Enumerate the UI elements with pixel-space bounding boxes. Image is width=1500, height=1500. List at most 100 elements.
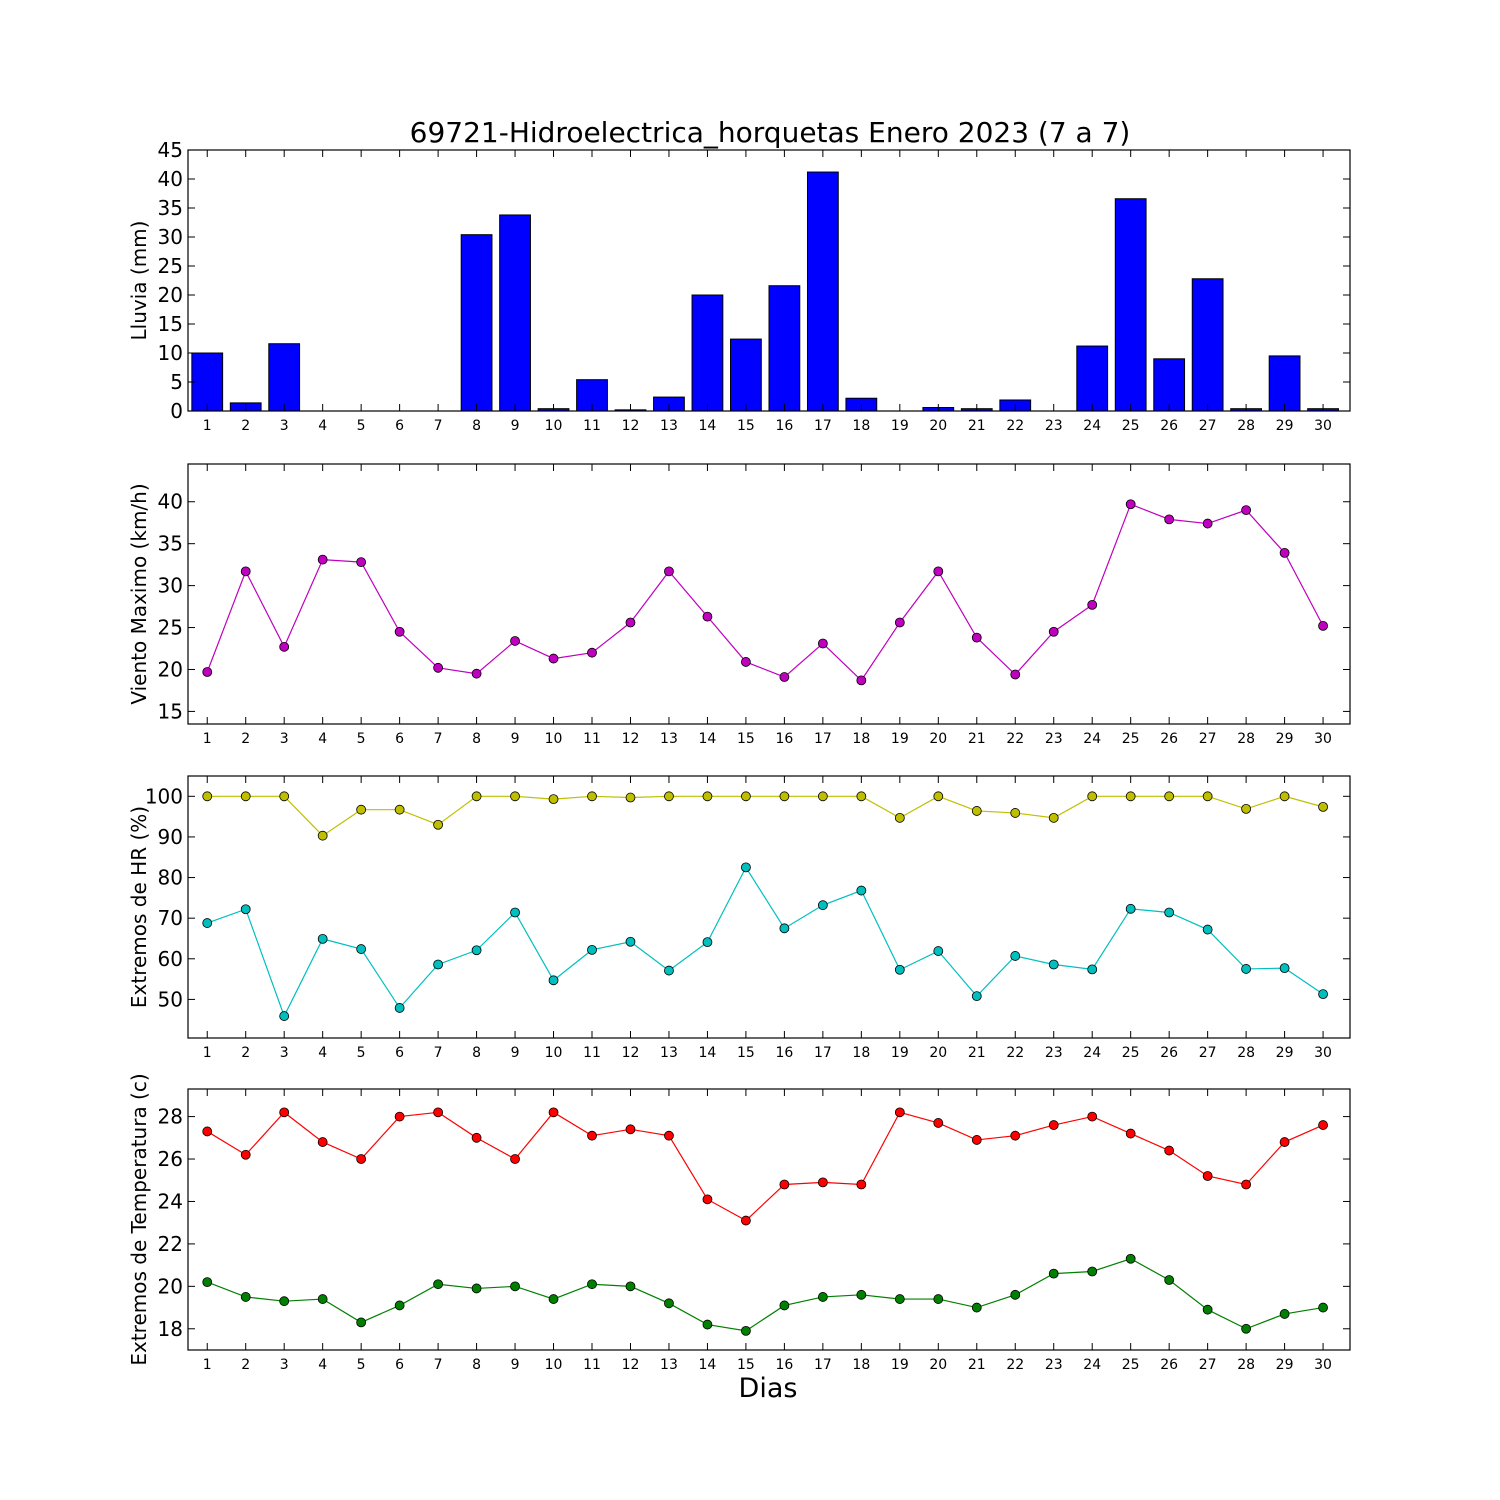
rain-xtick-label: 18 xyxy=(852,418,870,434)
rain-xtick-label: 3 xyxy=(280,418,289,434)
rain-xtick-label: 2 xyxy=(241,418,250,434)
humidity-xtick-label: 20 xyxy=(929,1045,947,1061)
temperature-series-2-point-day-23 xyxy=(1048,1268,1059,1279)
humidity-series-2-point-day-28 xyxy=(1241,964,1252,974)
temperature-series-1-point-day-26 xyxy=(1164,1145,1175,1156)
wind-series-1-point-day-18 xyxy=(856,675,867,686)
humidity-series-2-point-day-23 xyxy=(1048,959,1059,970)
rain-ytick-label: 0 xyxy=(170,399,183,423)
temperature-y-axis-label: Extremos de Temperatura (c) xyxy=(127,1073,151,1365)
humidity-xtick-label: 27 xyxy=(1199,1045,1217,1061)
wind-series-1-point-day-16 xyxy=(779,672,790,682)
rain-bar-day-8 xyxy=(460,234,493,412)
humidity-series-1-point-day-1 xyxy=(202,791,213,802)
humidity-series-1-point-day-7 xyxy=(433,819,444,830)
rain-bar-day-29 xyxy=(1268,355,1301,412)
humidity-series-1-point-day-14 xyxy=(702,791,713,802)
humidity-series-2-point-day-9 xyxy=(510,907,520,918)
humidity-xtick-label: 6 xyxy=(395,1045,404,1061)
humidity-xtick-label: 7 xyxy=(434,1045,443,1061)
wind-series-1-point-day-29 xyxy=(1279,548,1290,558)
temperature-xtick-label: 20 xyxy=(929,1357,947,1373)
rain-y-axis-label: Lluvia (mm) xyxy=(127,221,151,341)
wind-xtick-label: 27 xyxy=(1199,731,1217,747)
humidity-series-2-point-day-30 xyxy=(1318,989,1328,1000)
humidity-xtick-label: 13 xyxy=(660,1045,678,1061)
wind-xtick-label: 15 xyxy=(737,731,755,747)
humidity-xtick-label: 15 xyxy=(737,1045,755,1061)
humidity-xtick-label: 11 xyxy=(583,1045,601,1061)
temperature-series-1-point-day-9 xyxy=(510,1154,520,1164)
wind-xtick-label: 30 xyxy=(1314,731,1332,747)
humidity-series-2-point-day-29 xyxy=(1279,963,1290,974)
wind-series-1-point-day-21 xyxy=(971,632,982,643)
wind-xtick-label: 2 xyxy=(241,731,250,747)
rain-xtick-label: 14 xyxy=(699,418,717,434)
wind-series-1-point-day-23 xyxy=(1048,626,1059,637)
humidity-xtick-label: 3 xyxy=(280,1045,289,1061)
rain-ytick-label: 25 xyxy=(158,254,183,278)
humidity-ytick-label: 90 xyxy=(158,825,183,849)
wind-series-1-point-day-2 xyxy=(240,566,251,577)
temperature-series-2-point-day-19 xyxy=(894,1294,905,1304)
wind-xtick-label: 12 xyxy=(622,731,640,747)
temperature-xtick-label: 4 xyxy=(318,1357,327,1373)
temperature-xtick-label: 24 xyxy=(1083,1357,1101,1373)
wind-series-1-point-day-5 xyxy=(356,557,367,568)
temperature-xtick-label: 9 xyxy=(511,1357,520,1373)
temperature-series-1-point-day-16 xyxy=(779,1179,790,1190)
temperature-series-2-point-day-24 xyxy=(1087,1266,1098,1277)
temperature-ytick-label: 24 xyxy=(158,1189,183,1213)
temperature-xtick-label: 6 xyxy=(395,1357,404,1373)
humidity-xtick-label: 2 xyxy=(241,1045,250,1061)
rain-xtick-label: 16 xyxy=(775,418,793,434)
temperature-series-2-point-day-10 xyxy=(548,1294,559,1304)
humidity-xtick-label: 24 xyxy=(1083,1045,1101,1061)
humidity-series-2-point-day-12 xyxy=(625,936,636,947)
temperature-series-2-point-day-7 xyxy=(433,1279,444,1290)
rain-xtick-label: 13 xyxy=(660,418,678,434)
humidity-series-2-point-day-3 xyxy=(279,1011,290,1021)
humidity-xtick-label: 12 xyxy=(622,1045,640,1061)
temperature-xtick-label: 7 xyxy=(434,1357,443,1373)
temperature-series-2-point-day-18 xyxy=(856,1289,867,1300)
temperature-series-1-point-day-8 xyxy=(471,1132,482,1143)
rain-bar-day-14 xyxy=(691,294,724,412)
wind-xtick-label: 20 xyxy=(929,731,947,747)
humidity-xtick-label: 4 xyxy=(318,1045,327,1061)
humidity-series-1-point-day-17 xyxy=(817,791,828,802)
temperature-series-2-point-day-25 xyxy=(1125,1253,1136,1264)
rain-xtick-label: 30 xyxy=(1314,418,1332,434)
temperature-series-1-point-day-24 xyxy=(1087,1111,1098,1122)
humidity-xtick-label: 8 xyxy=(472,1045,481,1061)
figure-title: 69721-Hidroelectrica_horquetas Enero 202… xyxy=(410,116,1131,149)
humidity-series-1-point-day-11 xyxy=(587,791,597,802)
wind-series-1-point-day-7 xyxy=(433,662,444,673)
humidity-series-1-point-day-10 xyxy=(548,794,559,805)
humidity-series-1-point-day-19 xyxy=(894,812,905,823)
humidity-series-1-line xyxy=(207,795,1324,837)
wind-series-1-point-day-20 xyxy=(933,566,944,577)
temperature-series-1-point-day-12 xyxy=(625,1124,636,1135)
temperature-xtick-label: 30 xyxy=(1314,1357,1332,1373)
rain-xtick-label: 11 xyxy=(583,418,601,434)
temperature-series-2-point-day-28 xyxy=(1241,1323,1252,1334)
humidity-series-1-point-day-2 xyxy=(240,791,251,802)
wind-series-1-point-day-28 xyxy=(1241,505,1252,516)
temperature-series-1-point-day-21 xyxy=(971,1135,982,1145)
humidity-series-2-line xyxy=(207,866,1324,1018)
temperature-xtick-label: 15 xyxy=(737,1357,755,1373)
humidity-xtick-label: 21 xyxy=(968,1045,986,1061)
temperature-series-2-point-day-29 xyxy=(1279,1309,1290,1319)
rain-bar-day-27 xyxy=(1191,278,1224,412)
wind-xtick-label: 4 xyxy=(318,731,327,747)
humidity-xtick-label: 30 xyxy=(1314,1045,1332,1061)
wind-series-1-point-day-13 xyxy=(664,566,674,577)
temperature-series-2-point-day-3 xyxy=(279,1296,290,1307)
temperature-series-2-point-day-6 xyxy=(394,1300,405,1311)
humidity-series-1-point-day-9 xyxy=(510,791,520,802)
temperature-xtick-label: 26 xyxy=(1160,1357,1178,1373)
temperature-xtick-label: 18 xyxy=(852,1357,870,1373)
